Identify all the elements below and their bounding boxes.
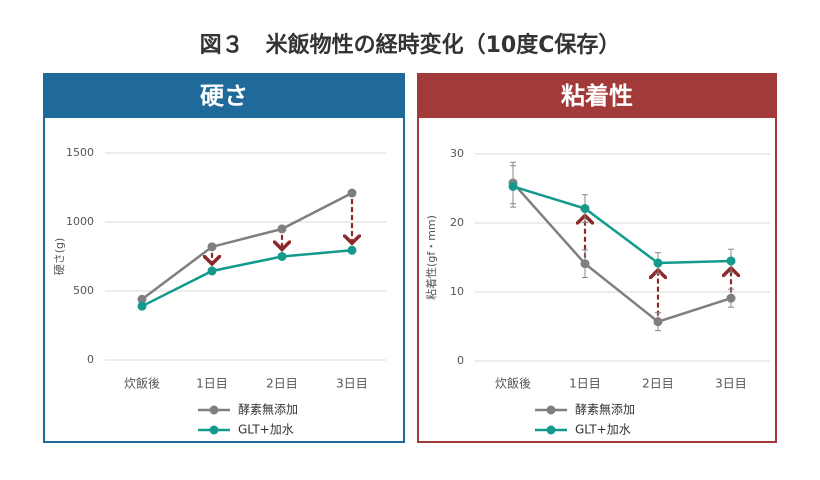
x-tick-label: 炊飯後	[124, 376, 160, 391]
data-point	[347, 188, 357, 198]
data-point	[580, 259, 590, 269]
legend-label: 酵素無添加	[238, 402, 298, 417]
series-line	[512, 182, 732, 324]
x-tick-label: 1日目	[196, 377, 228, 391]
data-point	[508, 181, 518, 191]
data-point	[580, 204, 590, 214]
y-tick-label: 0	[87, 353, 94, 366]
y-tick-label: 1000	[66, 215, 94, 228]
data-point	[207, 242, 217, 252]
x-tick-label: 3日目	[715, 377, 747, 391]
panel-header	[418, 74, 776, 118]
legend-marker	[209, 425, 219, 435]
panel-title: 粘着性	[561, 82, 633, 110]
data-point	[137, 294, 147, 304]
x-tick-label: 2日目	[266, 377, 298, 391]
x-tick-label: 3日目	[336, 377, 368, 391]
x-tick-label: 炊飯後	[495, 376, 531, 391]
data-point	[347, 245, 357, 255]
series-line	[141, 249, 353, 308]
series-line	[512, 185, 732, 265]
data-point	[653, 317, 663, 327]
y-tick-label: 10	[450, 285, 464, 298]
panel-header	[44, 74, 404, 118]
y-tick-label: 30	[450, 147, 464, 160]
x-tick-label: 2日目	[642, 377, 674, 391]
legend-label: GLT+加水	[575, 423, 631, 437]
data-point	[277, 224, 287, 234]
legend-label: 酵素無添加	[575, 402, 635, 417]
y-tick-label: 1500	[66, 146, 94, 159]
legend-label: GLT+加水	[238, 423, 294, 437]
page-title: 図３ 米飯物性の経時変化（10度C保存）	[200, 32, 621, 58]
data-point	[726, 256, 736, 266]
y-axis-label: 硬さ(g)	[53, 238, 66, 276]
y-tick-label: 20	[450, 216, 464, 229]
y-axis-label: 粘着性(gf・mm)	[424, 215, 438, 300]
legend-marker	[546, 405, 556, 415]
legend-marker	[546, 425, 556, 435]
data-point	[137, 301, 147, 311]
y-tick-label: 500	[73, 284, 94, 297]
data-point	[277, 252, 287, 261]
panel-title: 硬さ	[200, 82, 248, 110]
data-point	[726, 293, 736, 303]
data-point	[653, 258, 663, 268]
legend-marker	[209, 405, 219, 415]
y-tick-label: 0	[457, 354, 464, 367]
data-point	[207, 266, 217, 276]
x-tick-label: 1日目	[569, 377, 601, 391]
series-line	[141, 191, 353, 301]
